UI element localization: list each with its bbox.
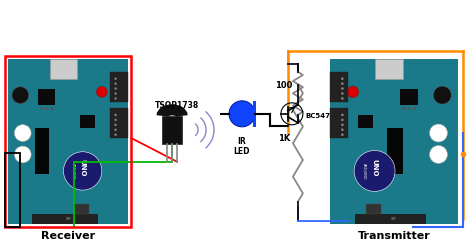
Circle shape — [12, 87, 29, 104]
Text: 100: 100 — [275, 81, 292, 90]
Text: UNO: UNO — [372, 159, 378, 177]
Circle shape — [114, 87, 117, 90]
Bar — [35, 128, 49, 174]
Text: ICSP: ICSP — [391, 217, 397, 221]
Bar — [356, 214, 426, 224]
Circle shape — [14, 146, 31, 163]
Circle shape — [402, 107, 406, 110]
Circle shape — [413, 107, 416, 110]
Circle shape — [96, 86, 107, 97]
Bar — [9, 59, 128, 224]
Circle shape — [408, 107, 410, 110]
Bar — [365, 204, 381, 214]
Circle shape — [341, 133, 344, 136]
Circle shape — [114, 83, 117, 85]
Bar — [330, 108, 348, 138]
Circle shape — [114, 92, 117, 95]
Text: Transmitter: Transmitter — [357, 231, 430, 241]
Text: ICSP: ICSP — [65, 217, 71, 221]
Circle shape — [114, 97, 117, 100]
Bar — [110, 72, 128, 102]
Text: BC547: BC547 — [305, 113, 330, 119]
Bar — [5, 56, 131, 227]
Circle shape — [354, 151, 395, 191]
Bar — [400, 89, 418, 105]
Bar — [387, 128, 403, 174]
Bar — [38, 89, 55, 105]
Bar — [358, 115, 374, 128]
Bar — [330, 59, 458, 224]
Circle shape — [45, 107, 48, 110]
Bar — [50, 59, 77, 79]
Bar — [80, 115, 95, 128]
Text: UNO: UNO — [80, 159, 86, 177]
Circle shape — [429, 145, 447, 163]
Circle shape — [341, 119, 344, 121]
Circle shape — [341, 77, 344, 80]
Circle shape — [341, 92, 344, 95]
Circle shape — [341, 129, 344, 131]
Bar — [253, 101, 256, 127]
Circle shape — [114, 134, 117, 136]
Text: Receiver: Receiver — [41, 231, 95, 241]
Circle shape — [114, 129, 117, 131]
Circle shape — [114, 124, 117, 126]
Circle shape — [50, 107, 53, 110]
Text: ARDUINO: ARDUINO — [362, 163, 366, 179]
Circle shape — [429, 124, 447, 142]
Circle shape — [433, 86, 451, 104]
Text: ARDUINO: ARDUINO — [71, 163, 75, 179]
Bar — [74, 204, 89, 214]
Circle shape — [114, 77, 117, 80]
Text: TSOP1738: TSOP1738 — [155, 101, 199, 110]
Circle shape — [341, 87, 344, 90]
Circle shape — [114, 114, 117, 116]
Circle shape — [341, 97, 344, 100]
Circle shape — [64, 152, 102, 190]
Circle shape — [341, 114, 344, 116]
Circle shape — [341, 82, 344, 85]
Circle shape — [341, 123, 344, 126]
Text: IR
LED: IR LED — [234, 137, 250, 156]
Bar — [110, 108, 128, 138]
Circle shape — [114, 119, 117, 121]
Circle shape — [14, 125, 31, 141]
Bar — [5, 152, 20, 227]
Circle shape — [347, 86, 359, 98]
Bar — [330, 72, 348, 102]
Text: 1K: 1K — [278, 134, 290, 143]
Circle shape — [229, 101, 255, 127]
Circle shape — [40, 107, 43, 110]
Bar — [32, 214, 98, 224]
Bar — [374, 59, 403, 79]
Bar — [162, 116, 182, 144]
